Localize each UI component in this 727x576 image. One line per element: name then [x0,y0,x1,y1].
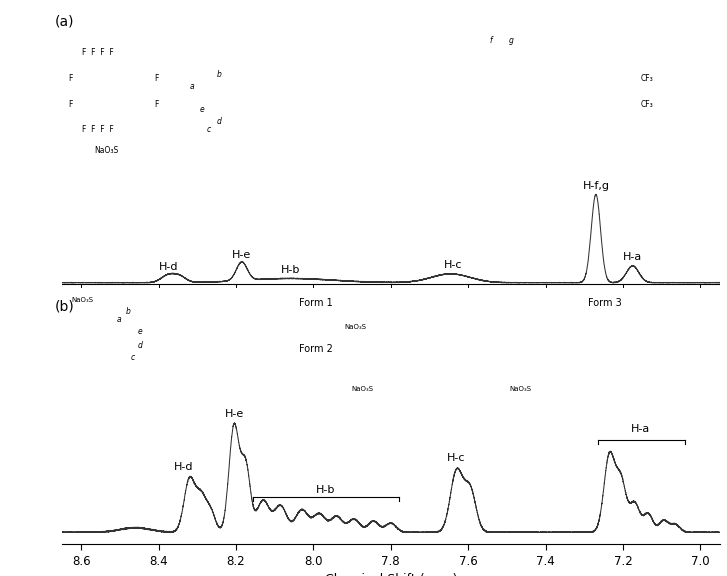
Text: f: f [489,36,492,44]
Text: NaO₃S: NaO₃S [509,386,531,392]
FancyBboxPatch shape [62,18,720,177]
Text: H-b: H-b [316,486,336,495]
Text: NaO₃S: NaO₃S [345,324,366,330]
Text: F  F  F  F: F F F F [81,48,113,56]
Text: Form 2: Form 2 [299,344,332,354]
Text: NaO₃S: NaO₃S [71,297,93,304]
Text: Form 1: Form 1 [299,298,332,308]
Text: F: F [68,74,73,82]
Text: e: e [200,105,205,113]
Text: H-f,g: H-f,g [582,181,609,191]
Text: a: a [116,315,121,324]
Text: c: c [131,353,135,362]
Text: H-d: H-d [174,463,193,472]
Text: b: b [125,307,130,316]
Text: H-a: H-a [631,424,650,434]
Text: CF₃: CF₃ [640,74,654,82]
Text: H-c: H-c [443,260,462,270]
Text: (b): (b) [55,300,74,313]
Text: H-c: H-c [447,453,466,463]
Text: H-e: H-e [225,410,244,419]
Text: CF₃: CF₃ [640,100,654,108]
Text: g: g [509,36,514,44]
Text: H-e: H-e [232,250,252,260]
X-axis label: Chemical Shift (ppm): Chemical Shift (ppm) [324,573,457,576]
Text: e: e [138,327,143,335]
Text: H-d: H-d [158,262,178,272]
Text: c: c [206,126,211,134]
Text: (a): (a) [55,14,74,28]
Text: b: b [217,70,221,79]
Text: F: F [68,100,73,108]
Text: H-a: H-a [623,252,642,263]
Text: F: F [154,100,158,108]
Text: Form 3: Form 3 [588,298,622,308]
Text: NaO₃S: NaO₃S [95,146,119,155]
Text: a: a [190,82,195,91]
Text: NaO₃S: NaO₃S [351,386,373,392]
Text: F  F  F  F: F F F F [81,126,113,134]
Text: d: d [217,117,221,126]
Text: F: F [154,74,158,82]
Text: d: d [138,342,143,350]
Text: H-b: H-b [281,265,300,275]
